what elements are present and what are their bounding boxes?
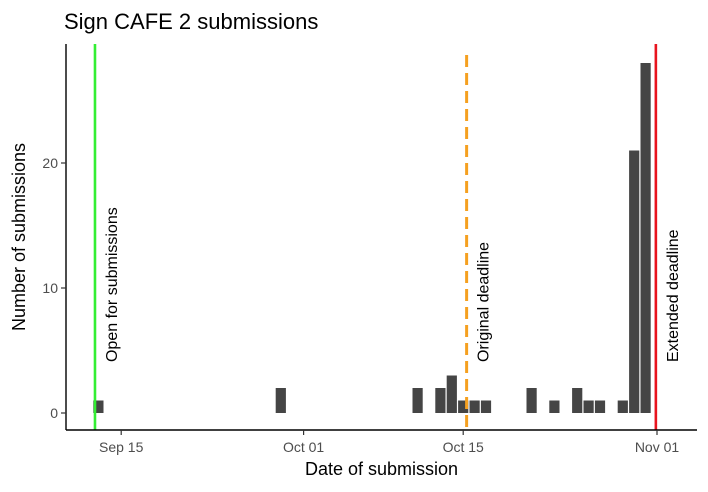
bar-2021-10-16 xyxy=(469,400,480,413)
bar-2021-09-29 xyxy=(275,388,286,413)
bar-2021-10-27 xyxy=(594,400,606,413)
y-tick-label: 20 xyxy=(42,155,58,171)
annotation-label-0: Open for submissions xyxy=(104,207,121,362)
bar-series xyxy=(93,63,651,413)
bar-2021-10-30 xyxy=(629,150,640,413)
x-tick-label: Nov 01 xyxy=(635,439,680,455)
bar-2021-09-13 xyxy=(93,400,104,413)
bar-2021-10-23 xyxy=(549,400,560,413)
x-tick-label: Oct 01 xyxy=(283,439,324,455)
bar-2021-10-21 xyxy=(526,388,537,413)
annotation-lines: Open for submissions Original deadline Ext… xyxy=(93,44,682,430)
y-tick-label: 10 xyxy=(42,280,58,296)
x-tick-label: Sep 15 xyxy=(99,439,144,455)
bar-2021-10-14 xyxy=(446,375,457,413)
y-axis-ticks: 0 10 20 xyxy=(42,155,66,421)
bar-2021-10-25 xyxy=(572,388,583,413)
y-axis-label: Number of submissions xyxy=(9,143,29,331)
bar-2021-10-15 xyxy=(458,400,469,413)
chart-title: Sign CAFE 2 submissions xyxy=(64,9,318,34)
x-tick-label: Oct 15 xyxy=(443,439,484,455)
bar-2021-10-11 xyxy=(412,388,423,413)
bar-2021-10-29 xyxy=(617,400,628,413)
bar-2021-10-13 xyxy=(435,388,446,413)
x-axis-ticks: Sep 15 Oct 01 Oct 15 Nov 01 xyxy=(99,430,679,455)
annotation-label-1: Original deadline xyxy=(476,242,493,362)
bar-2021-10-26 xyxy=(583,400,594,413)
x-axis-label: Date of submission xyxy=(305,459,458,479)
y-tick-label: 0 xyxy=(50,405,58,421)
annotation-label-2: Extended deadline xyxy=(665,229,682,362)
bar-2021-10-31 xyxy=(640,63,651,413)
bar-2021-10-17 xyxy=(480,400,492,413)
